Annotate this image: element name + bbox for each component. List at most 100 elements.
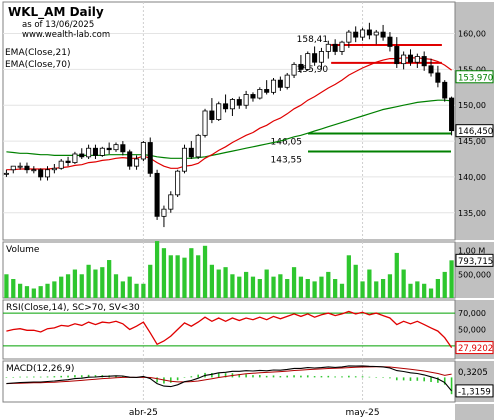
rsi-tick-label: 50,000 [458,326,486,335]
candle [387,36,393,47]
macd-hist-bar [176,377,179,381]
candle [202,110,208,136]
volume-bar [339,283,345,298]
macd-hist-bar [409,377,412,381]
volume-bar [415,281,420,298]
candle [435,72,441,83]
volume-bar [175,255,180,298]
date-label-1: may-25 [345,408,379,418]
candle [51,167,57,171]
volume-bar [401,269,406,298]
price-panel-frame [2,1,456,241]
volume-tick-label: 500,000 [458,270,491,279]
candle [161,208,167,217]
candle [236,99,242,106]
volume-bar [353,264,358,298]
price-tag [455,124,494,138]
macd-hist-bar [395,377,398,381]
volume-bar [100,267,105,298]
macd-hist-bar [245,374,247,378]
macd-hist-bar [115,375,117,378]
volume-bar [237,276,242,298]
candle [366,29,372,36]
volume-bar [38,286,43,298]
candle [120,144,126,153]
candle [229,99,235,110]
macd-hist-bar [183,377,186,378]
candle [17,165,23,168]
volume-bar [271,276,276,298]
macd-hist-bar [217,372,220,378]
volume-bar [65,274,71,298]
volume-bar [120,281,125,298]
volume-bar [312,281,317,298]
volume-bar [209,264,215,298]
candle [92,147,98,156]
volume-tag [455,253,494,267]
volume-bar [394,252,399,298]
volume-bar [79,274,84,298]
macd-hist-bar [26,376,28,378]
price-tick-label: 160,00 [458,30,486,39]
volume-bar [11,279,16,298]
date-axis-corner [455,404,494,420]
candle [449,97,455,132]
volume-bar [387,274,393,298]
volume-bar [278,274,283,298]
volume-bar [449,260,454,298]
candle [346,31,352,43]
macd-hist-bar [334,376,336,378]
candle [223,103,229,110]
candle [428,65,434,74]
vol-panel-frame [2,241,456,299]
macd-hist-bar [361,376,364,378]
candle [147,142,153,174]
macd-tag [455,384,494,398]
macd-hist-bar [87,374,90,378]
volume-bar [17,283,23,298]
candle [44,169,51,178]
candle [181,147,188,172]
volume-bar [134,283,139,298]
macd-hist-bar [416,377,419,381]
volume-bar [107,260,112,298]
macd-hist-bar [327,375,330,378]
volume-bar [380,279,386,298]
macd-line [6,365,453,392]
macd-hist-bar [190,376,193,378]
rsi-panel-frame [2,299,456,360]
candle [209,110,215,120]
volume-bar [319,276,324,298]
candle [318,51,324,63]
volume-bar [374,281,379,298]
macd-hist-bar [238,374,241,378]
macd-hist-bar [354,376,357,378]
volume-bar [148,264,153,298]
volume-bar [326,271,331,298]
macd-hist-bar [368,376,371,378]
ema21-line [6,57,452,171]
macd-hist-bar [443,377,446,385]
macd-signal-label: -1,3159 [458,387,491,397]
macd-hist-bar [53,376,56,378]
candle [442,81,448,99]
macd-hist-bar [286,375,289,378]
resistance-label: 158,41 [297,35,329,45]
macd-hist-bar [197,374,199,378]
candle [58,160,64,169]
volume-title: Volume [6,245,40,255]
volume-bar [250,276,256,298]
candle [360,29,366,38]
volume-bar [31,288,36,298]
macd-hist-bar [60,375,63,378]
candle [140,142,146,160]
macd-hist-bar [74,375,76,378]
volume-bar [223,267,228,298]
macd-hist-bar [272,375,275,378]
macd-hist-bar [19,376,21,378]
candle [373,31,379,36]
candle [401,54,407,65]
volume-bar [285,279,290,298]
candle [305,53,311,70]
volume-bar [291,267,297,298]
